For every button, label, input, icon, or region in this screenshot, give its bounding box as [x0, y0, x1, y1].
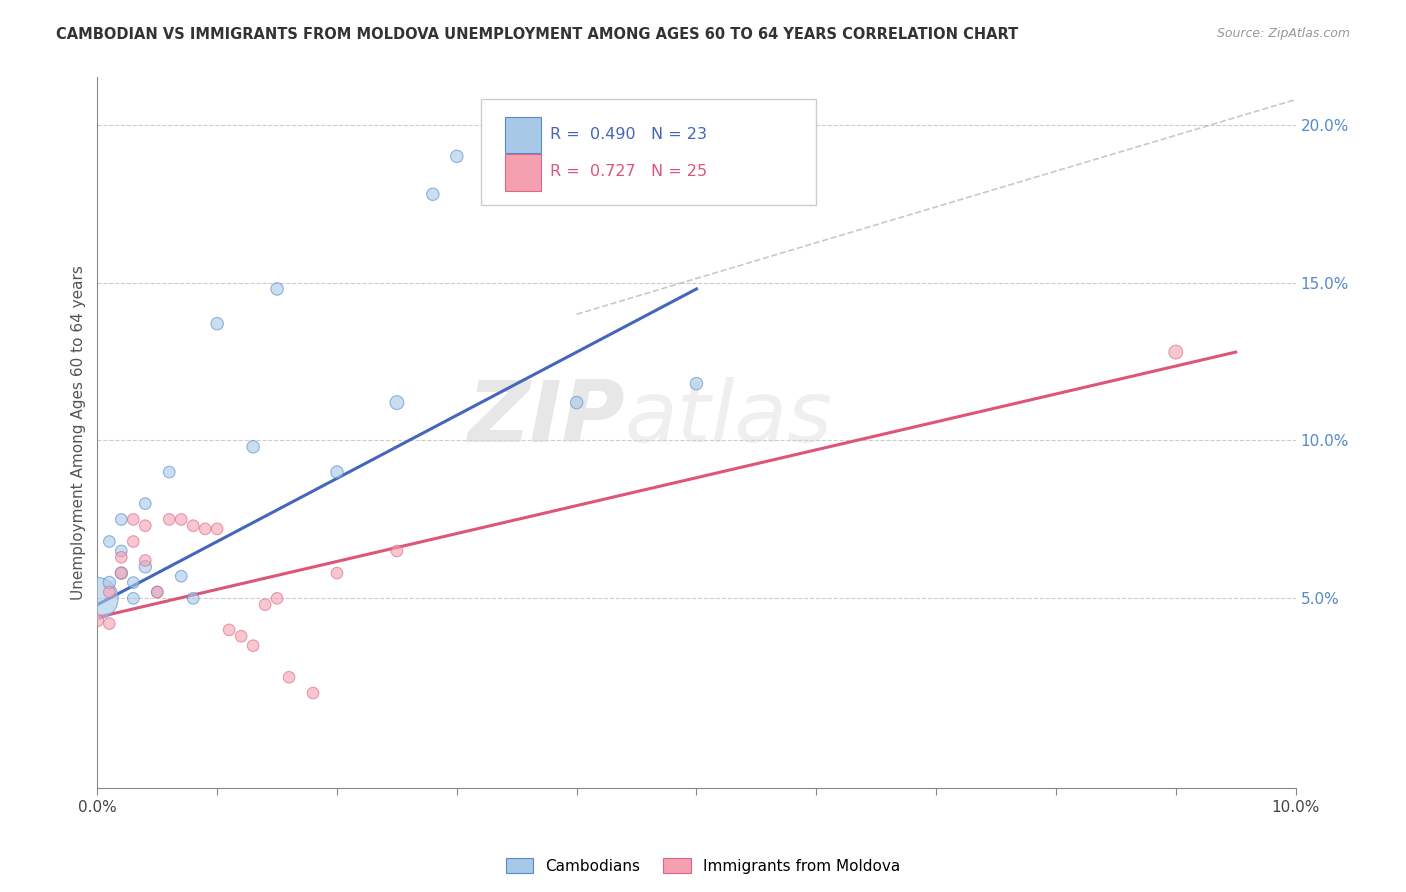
Point	[385, 544, 408, 558]
Point	[205, 522, 228, 536]
Point	[86, 614, 108, 628]
FancyBboxPatch shape	[505, 117, 541, 153]
Point	[157, 512, 180, 526]
Point	[685, 376, 707, 391]
Point	[110, 566, 132, 580]
FancyBboxPatch shape	[481, 99, 817, 205]
Point	[110, 550, 132, 565]
Point	[146, 585, 169, 599]
Point	[110, 512, 132, 526]
Text: R =  0.727   N = 25: R = 0.727 N = 25	[550, 164, 707, 179]
Point	[122, 512, 145, 526]
Point	[385, 395, 408, 409]
Point	[170, 569, 193, 583]
Point	[266, 282, 288, 296]
Point	[146, 585, 169, 599]
Text: atlas: atlas	[624, 377, 832, 460]
Point	[157, 465, 180, 479]
Text: ZIP: ZIP	[467, 377, 624, 460]
Point	[254, 598, 277, 612]
Point	[98, 534, 121, 549]
Point	[181, 518, 204, 533]
Point	[134, 559, 156, 574]
Point	[231, 629, 253, 643]
Point	[278, 670, 301, 684]
Point	[218, 623, 240, 637]
Point	[122, 575, 145, 590]
Point	[170, 512, 193, 526]
Point	[205, 317, 228, 331]
Point	[134, 518, 156, 533]
Point	[326, 465, 349, 479]
Point	[242, 440, 264, 454]
Point	[181, 591, 204, 606]
Text: CAMBODIAN VS IMMIGRANTS FROM MOLDOVA UNEMPLOYMENT AMONG AGES 60 TO 64 YEARS CORR: CAMBODIAN VS IMMIGRANTS FROM MOLDOVA UNE…	[56, 27, 1018, 42]
Point	[1164, 345, 1187, 359]
FancyBboxPatch shape	[505, 154, 541, 191]
Y-axis label: Unemployment Among Ages 60 to 64 years: Unemployment Among Ages 60 to 64 years	[72, 265, 86, 600]
Point	[98, 585, 121, 599]
Point	[134, 553, 156, 567]
Point	[565, 395, 588, 409]
Point	[110, 544, 132, 558]
Point	[266, 591, 288, 606]
Point	[242, 639, 264, 653]
Point	[122, 534, 145, 549]
Point	[98, 575, 121, 590]
Point	[122, 591, 145, 606]
Legend: Cambodians, Immigrants from Moldova: Cambodians, Immigrants from Moldova	[499, 852, 907, 880]
Point	[326, 566, 349, 580]
Point	[302, 686, 325, 700]
Point	[98, 616, 121, 631]
Point	[446, 149, 468, 163]
Text: Source: ZipAtlas.com: Source: ZipAtlas.com	[1216, 27, 1350, 40]
Point	[422, 187, 444, 202]
Point	[110, 566, 132, 580]
Point	[194, 522, 217, 536]
Point	[86, 591, 108, 606]
Text: R =  0.490   N = 23: R = 0.490 N = 23	[550, 127, 707, 142]
Point	[134, 497, 156, 511]
